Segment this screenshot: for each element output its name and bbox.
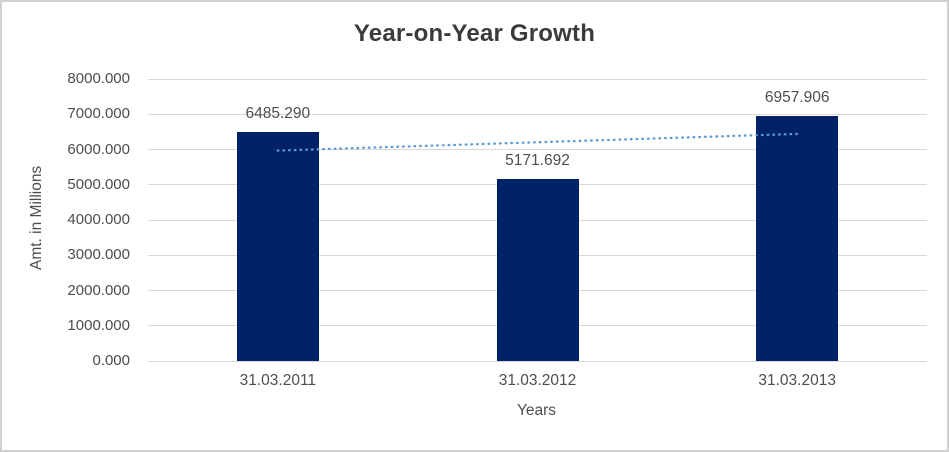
x-category-label: 31.03.2011: [239, 372, 317, 389]
chart-title: Year-on-Year Growth: [353, 20, 596, 47]
y-tick-label: 6000.000: [67, 140, 130, 158]
gridline: [148, 78, 927, 80]
gridline: [148, 113, 927, 115]
bar: [496, 178, 579, 361]
bar-value-label: 6957.906: [764, 88, 830, 106]
bar: [236, 132, 319, 361]
y-tick-label: 7000.000: [67, 105, 130, 123]
bar-value-label: 5171.692: [505, 151, 570, 169]
y-tick-label: 1000.000: [67, 316, 130, 334]
y-tick-label: 3000.000: [67, 246, 130, 264]
y-tick-label: 0.000: [92, 352, 130, 369]
bar: [756, 115, 839, 361]
x-axis-title: Years: [516, 402, 557, 419]
y-tick-label: 4000.000: [67, 211, 130, 228]
x-category-label: 31.03.2013: [758, 372, 836, 389]
y-tick-label: 5000.000: [67, 175, 130, 193]
y-tick-label: 8000.000: [67, 70, 130, 87]
x-category-label: 31.03.2012: [498, 372, 577, 389]
gridline: [148, 360, 927, 362]
bar-value-label: 6485.290: [245, 105, 311, 123]
y-tick-label: 2000.000: [67, 281, 130, 299]
